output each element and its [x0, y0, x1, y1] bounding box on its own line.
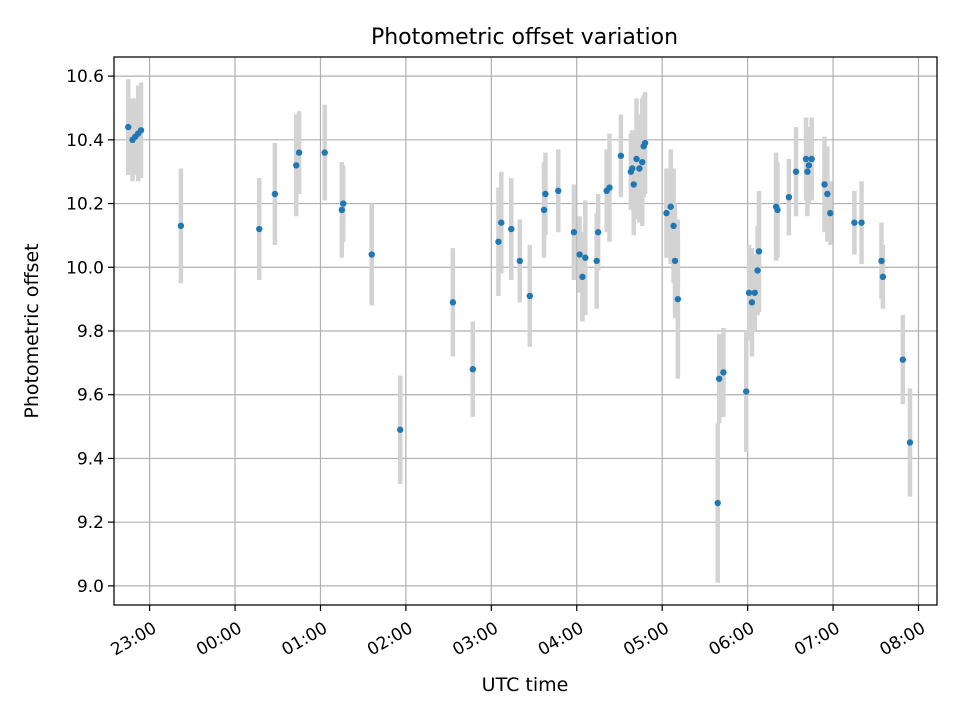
data-point — [540, 206, 548, 214]
data-point — [715, 375, 723, 382]
data-point — [396, 426, 404, 433]
data-point — [755, 248, 763, 255]
data-point — [338, 206, 346, 214]
data-point — [824, 190, 831, 198]
x-axis-label: UTC time — [482, 674, 569, 696]
data-point — [295, 149, 303, 156]
data-point — [542, 190, 549, 198]
data-point — [177, 222, 185, 230]
y-tick-label: 9.2 — [77, 513, 104, 533]
data-point — [582, 254, 589, 261]
data-point — [256, 225, 263, 233]
data-point — [821, 181, 828, 188]
data-point — [743, 388, 750, 395]
data-point — [805, 162, 813, 169]
data-point — [804, 168, 811, 175]
data-point — [802, 155, 810, 163]
data-point — [674, 295, 682, 303]
data-point — [858, 219, 865, 226]
data-point — [899, 356, 907, 363]
data-point — [879, 273, 887, 281]
data-point — [670, 222, 677, 230]
data-point — [570, 229, 578, 236]
data-point — [641, 139, 649, 147]
y-tick-label: 9.6 — [77, 386, 104, 406]
y-tick-label: 9.0 — [77, 577, 104, 597]
data-point — [469, 366, 477, 373]
y-tick-label: 10.4 — [66, 131, 104, 151]
data-point — [663, 209, 670, 217]
data-point — [606, 184, 613, 191]
data-point — [293, 162, 300, 169]
data-point — [271, 190, 279, 198]
data-point — [748, 299, 756, 306]
y-axis-label: Photometric offset — [21, 243, 43, 418]
data-point — [671, 257, 679, 265]
data-point — [516, 257, 524, 265]
y-tick-label: 10.2 — [66, 195, 104, 215]
y-tick-label: 10.6 — [66, 67, 104, 87]
data-point — [636, 165, 643, 172]
data-point — [449, 299, 457, 306]
data-point — [630, 181, 637, 188]
data-point — [125, 123, 132, 131]
data-point — [495, 238, 502, 245]
data-point — [617, 152, 625, 159]
data-point — [745, 289, 753, 296]
data-point — [508, 225, 515, 233]
data-point — [594, 229, 602, 236]
data-point — [720, 369, 727, 376]
data-point — [498, 219, 505, 226]
data-point — [792, 168, 800, 175]
data-point — [137, 127, 145, 134]
data-point — [526, 292, 533, 300]
data-point — [633, 155, 640, 163]
data-point — [555, 187, 562, 195]
y-tick-label: 10.0 — [66, 258, 104, 278]
y-axis-ticks: 9.0 9.2 9.4 9.6 9.8 10.0 10.2 10.4 10.6 — [66, 67, 114, 597]
data-point — [629, 165, 636, 172]
data-point — [639, 158, 646, 166]
data-point — [754, 267, 761, 274]
data-point — [667, 203, 674, 210]
data-point — [827, 209, 834, 217]
data-point — [340, 200, 347, 207]
data-point — [579, 273, 586, 281]
data-point — [321, 149, 328, 156]
y-tick-label: 9.4 — [77, 449, 104, 469]
data-point — [774, 206, 781, 214]
data-point — [906, 439, 914, 446]
data-point — [785, 193, 793, 201]
data-point — [808, 155, 815, 163]
y-tick-label: 9.8 — [77, 322, 104, 342]
data-point — [593, 257, 600, 265]
data-point — [714, 499, 721, 507]
data-point — [368, 251, 375, 258]
chart-title: Photometric offset variation — [371, 25, 678, 50]
data-point — [851, 219, 858, 226]
data-point — [751, 289, 758, 296]
data-points — [125, 123, 914, 507]
data-point — [878, 257, 885, 265]
data-point — [576, 251, 583, 258]
